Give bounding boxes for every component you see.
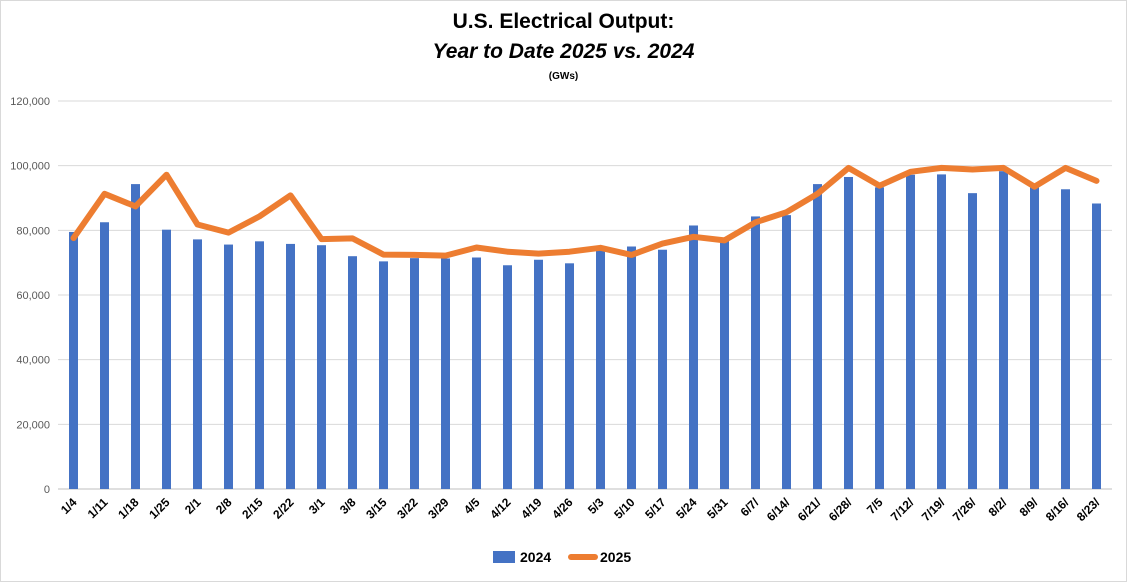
x-tick-label: 1/4 xyxy=(58,495,80,517)
bar-2024 xyxy=(844,176,853,489)
x-tick-label: 6/28/ xyxy=(826,495,855,524)
bar-2024 xyxy=(658,249,667,489)
chart-title: U.S. Electrical Output: xyxy=(452,10,675,33)
chart-subtitle: Year to Date 2025 vs. 2024 xyxy=(432,40,695,63)
bar-2024 xyxy=(162,229,171,490)
bar-2024 xyxy=(193,239,202,489)
bar-2024 xyxy=(1030,186,1039,489)
x-tick-label: 8/23/ xyxy=(1074,495,1103,524)
x-tick-label: 3/8 xyxy=(337,495,359,517)
series-line-2025 xyxy=(70,164,1100,259)
legend-label-2025: 2025 xyxy=(600,549,631,565)
bar-2024 xyxy=(813,184,822,489)
chart-unit-note: (GWs) xyxy=(548,71,579,82)
bar-2024 xyxy=(875,187,884,489)
bar-2024 xyxy=(100,222,109,489)
x-tick-label: 1/18 xyxy=(115,495,142,522)
line-series-2025 xyxy=(70,164,1100,259)
x-tick-label: 5/31 xyxy=(704,495,731,522)
legend-swatch-2024 xyxy=(493,551,515,563)
bar-2024 xyxy=(1092,203,1101,489)
y-tick-label: 20,000 xyxy=(16,419,50,431)
x-tick-label: 8/2/ xyxy=(986,495,1011,520)
x-tick-label: 8/9/ xyxy=(1017,495,1042,520)
bar-2024 xyxy=(751,216,760,489)
bar-2024 xyxy=(534,259,543,489)
bar-2024 xyxy=(689,225,698,489)
bar-2024 xyxy=(317,245,326,489)
x-tick-label: 7/26/ xyxy=(950,495,979,524)
x-tick-label: 5/10 xyxy=(611,495,638,522)
x-tick-label: 2/15 xyxy=(239,495,266,522)
y-tick-label: 40,000 xyxy=(16,355,50,367)
x-tick-label: 6/21/ xyxy=(795,495,824,524)
bar-2024 xyxy=(224,244,233,489)
bar-2024 xyxy=(286,243,295,489)
x-tick-label: 1/11 xyxy=(85,495,111,521)
y-tick-label: 100,000 xyxy=(10,161,50,173)
x-tick-label: 3/29 xyxy=(425,495,452,522)
bar-2024 xyxy=(1061,189,1070,489)
x-tick-label: 5/24 xyxy=(673,495,700,522)
x-tick-label: 4/19 xyxy=(518,495,545,522)
bar-series-2024 xyxy=(69,171,1101,490)
y-tick-label: 0 xyxy=(44,484,50,496)
bar-2024 xyxy=(441,258,450,489)
bar-2024 xyxy=(472,257,481,489)
bar-2024 xyxy=(782,215,791,490)
bar-2024 xyxy=(348,256,357,489)
x-tick-label: 7/5 xyxy=(864,495,886,517)
x-tick-label: 2/1 xyxy=(182,495,204,517)
x-tick-label: 3/1 xyxy=(306,495,328,517)
y-tick-label: 60,000 xyxy=(16,290,50,302)
x-tick-label: 2/8 xyxy=(213,495,235,517)
y-tick-label: 80,000 xyxy=(16,225,50,237)
bar-2024 xyxy=(131,184,140,489)
bar-2024 xyxy=(906,174,915,489)
y-axis-ticks: 0 20,000 40,000 60,000 80,000 100,000 120,000 xyxy=(10,96,50,496)
bar-2024 xyxy=(968,193,977,489)
x-tick-label: 5/17 xyxy=(642,495,669,522)
bar-2024 xyxy=(627,246,636,489)
x-tick-label: 3/22 xyxy=(394,495,421,522)
x-tick-label: 4/12 xyxy=(487,495,514,522)
y-tick-label: 120,000 xyxy=(10,96,50,108)
x-tick-label: 4/5 xyxy=(461,495,483,517)
bar-2024 xyxy=(565,263,574,489)
x-tick-label: 2/22 xyxy=(270,495,297,522)
legend-label-2024: 2024 xyxy=(520,549,551,565)
x-axis-ticks: 1/4 1/11 1/18 1/25 2/1 2/8 2/15 2/22 3/1 3/8 3/15 3… xyxy=(58,495,1103,524)
x-tick-label: 7/12/ xyxy=(888,495,917,524)
bar-2024 xyxy=(503,265,512,489)
bar-2024 xyxy=(937,174,946,489)
bar-2024 xyxy=(596,248,605,489)
x-tick-label: 7/19/ xyxy=(919,495,948,524)
x-tick-label: 6/14/ xyxy=(764,495,793,524)
x-tick-label: 8/16/ xyxy=(1043,495,1072,524)
x-tick-label: 4/26 xyxy=(549,495,576,522)
gridlines xyxy=(58,100,1112,490)
x-tick-label: 1/25 xyxy=(146,495,173,522)
x-tick-label: 6/7/ xyxy=(738,495,763,520)
bar-2024 xyxy=(255,241,264,489)
bar-2024 xyxy=(999,171,1008,489)
x-tick-label: 3/15 xyxy=(363,495,390,522)
bar-2024 xyxy=(69,231,78,489)
x-tick-label: 5/3 xyxy=(585,495,607,517)
bar-2024 xyxy=(720,238,729,489)
bar-2024 xyxy=(410,258,419,489)
legend: 2024 2025 xyxy=(493,549,631,565)
bar-2024 xyxy=(379,261,388,489)
